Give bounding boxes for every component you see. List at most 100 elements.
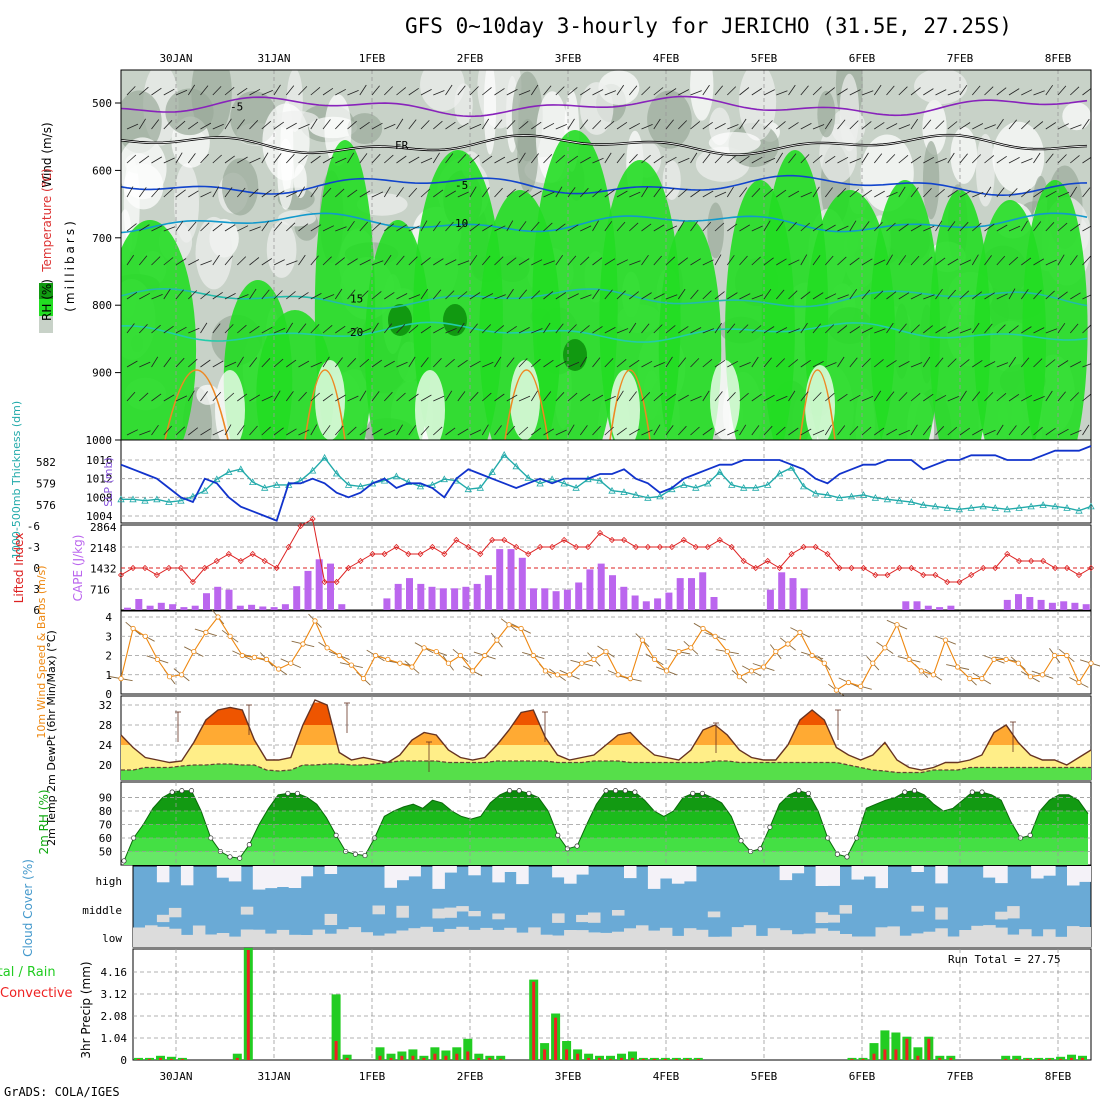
wind-barb <box>371 153 381 164</box>
wind-barb <box>543 260 555 266</box>
wind-barb <box>726 323 736 334</box>
wind-barb <box>763 394 775 402</box>
wind-speed-point <box>348 662 354 668</box>
wind-barb <box>616 84 625 96</box>
wind-barb <box>543 391 552 402</box>
wind-barb <box>616 290 626 300</box>
wind-barb <box>187 84 196 96</box>
cape-bar <box>473 583 481 610</box>
wind-barb <box>996 155 1007 164</box>
wind-barb <box>555 254 564 266</box>
rh-patch <box>690 70 714 121</box>
wind-barb <box>898 154 909 164</box>
date-label-top: 3FEB <box>555 52 582 65</box>
wind-barb <box>641 292 652 300</box>
middle-cloud-gap <box>156 914 170 923</box>
thickness-point <box>955 505 963 513</box>
wind-barb <box>567 87 578 96</box>
wind-barb <box>384 292 395 300</box>
low-cloud-gap <box>995 927 1008 947</box>
wind-barb <box>420 257 431 266</box>
wind-barb <box>984 124 996 130</box>
wind-barb <box>824 424 832 436</box>
wind-barb <box>175 289 184 300</box>
lifted-index-point <box>321 578 328 586</box>
wind-barb <box>396 361 408 368</box>
wind-barb <box>126 223 137 232</box>
rh-patch <box>662 160 681 200</box>
wind-barb <box>322 356 330 368</box>
wind-barb <box>310 155 321 164</box>
rh-patch <box>738 70 777 141</box>
lifted-index-point <box>381 550 388 558</box>
wind-barb <box>469 223 480 232</box>
wind-speed-point <box>833 687 840 693</box>
cape-bar <box>563 589 571 610</box>
thickness-point <box>1039 501 1047 508</box>
high-cloud-gap <box>288 866 302 888</box>
precip-convective-bar <box>861 1058 865 1060</box>
cloud-label: Cloud Cover (%) <box>21 859 35 957</box>
wind-barb <box>1082 87 1091 96</box>
wind-barb <box>959 427 971 436</box>
wind-speed-point <box>942 637 949 643</box>
rh-point <box>294 790 301 796</box>
wind-barb <box>739 362 751 368</box>
wind-barb <box>665 393 677 402</box>
wind-barb <box>947 327 959 334</box>
rh-patch <box>922 99 947 155</box>
rh-point <box>834 851 840 857</box>
wind-barb <box>433 426 443 436</box>
cape-bar <box>541 588 549 610</box>
cape-bar <box>484 575 492 610</box>
wind-barb <box>751 393 762 402</box>
wind-barb <box>384 391 393 402</box>
wind-barb <box>286 359 297 368</box>
wind-barb <box>518 289 528 300</box>
precip-convective-bar <box>949 1057 953 1060</box>
wind-barb <box>665 156 677 164</box>
isotherm-label: -5 <box>230 100 243 113</box>
lifted-index-label: Lifted Index <box>12 533 26 604</box>
lifted-index-point <box>752 564 759 572</box>
precip-convective-bar <box>455 1053 459 1060</box>
thickness-point <box>608 486 616 494</box>
thickness-point <box>847 492 856 500</box>
wind-barb <box>543 85 552 96</box>
wind-barb <box>261 90 273 96</box>
thickness-point <box>1015 504 1023 511</box>
rh-dry-patch <box>510 360 540 440</box>
cape-bar <box>496 549 504 610</box>
wind-barb <box>530 153 539 164</box>
thickness-point <box>740 483 748 491</box>
cape-bar <box>214 586 222 610</box>
thickness-point <box>943 504 951 511</box>
wind-barb <box>212 123 224 130</box>
wind-barb <box>273 290 283 300</box>
wind-barb <box>188 290 197 300</box>
dewpoint-line <box>121 760 1091 774</box>
wind-barb <box>641 360 653 368</box>
wind-speed-point <box>748 668 755 674</box>
wind-barb <box>592 157 604 164</box>
wind-barb <box>800 85 809 96</box>
rh-dry-patch <box>710 360 740 440</box>
rh-moist-column <box>256 310 334 440</box>
wind-speed-point <box>154 656 160 663</box>
wind-barb <box>531 290 541 300</box>
wind-barb <box>249 425 258 436</box>
thickness-point <box>907 498 916 505</box>
wind-barb <box>972 191 984 198</box>
rh-patch <box>950 126 978 184</box>
wind-barb <box>1057 360 1069 368</box>
thickness-point <box>440 475 448 483</box>
rh-patch <box>420 70 465 112</box>
wind-barb <box>1082 393 1091 402</box>
precip-convective-bar <box>598 1057 601 1060</box>
wind-barb <box>555 392 565 402</box>
wind-barb <box>678 425 687 436</box>
middle-cloud-gap <box>995 911 1008 920</box>
wind-barb <box>972 360 983 368</box>
wind-speed-point <box>482 652 488 659</box>
wind-barb <box>935 394 947 402</box>
